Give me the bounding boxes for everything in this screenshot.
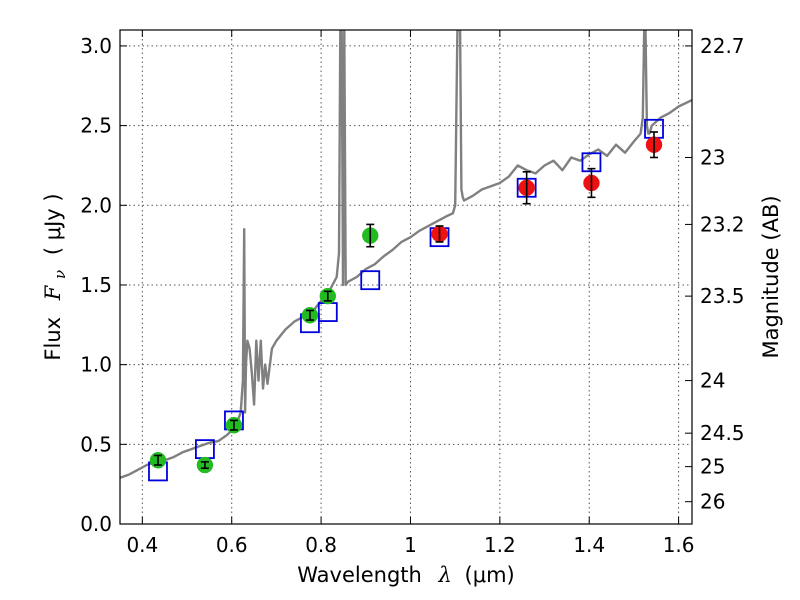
x-tick-label: 0.8: [305, 533, 337, 557]
x-tick-label: 0.4: [126, 533, 158, 557]
y-tick-label: 1.5: [80, 273, 112, 297]
y2-tick-label: 24.5: [700, 421, 745, 445]
y-axis-label-text: Flux: [41, 317, 65, 361]
plot-frame: [119, 29, 693, 525]
y-axis-nu-subscript: ν: [51, 270, 69, 279]
y2-axis-label: Magnitude (AB): [759, 195, 783, 358]
model-photometry-square: [360, 270, 381, 291]
y2-tick-label: 23: [700, 145, 725, 169]
x-tick-label: 0.6: [216, 533, 248, 557]
x-axis-unit: (μm): [465, 563, 515, 587]
y-tick-label: 0.0: [80, 512, 112, 536]
y-axis-unit: ( μJy ): [41, 193, 65, 255]
x-axis-label-text: Wavelength: [297, 563, 422, 587]
y2-tick-label: 22.7: [700, 34, 745, 58]
y2-tick-label: 23.5: [700, 284, 745, 308]
x-tick-label: 1.2: [484, 533, 516, 557]
x-axis-label: Wavelength λ (μm): [297, 563, 514, 587]
axis-ticks: 0.4 0.6 0.8 1 1.2 1.4 1.6 0.0 0.5 1.0 1.5 2.0 2.5 3.0…: [80, 30, 745, 557]
plot-content: [120, 30, 692, 482]
model-spectrum-line: [120, 30, 692, 479]
y2-tick-label: 24: [700, 369, 725, 393]
x-axis-lambda-symbol: λ: [438, 563, 452, 587]
y-tick-label: 2.0: [80, 193, 112, 217]
y-tick-label: 1.0: [80, 353, 112, 377]
y2-tick-label: 25: [700, 455, 725, 479]
y-tick-label: 3.0: [80, 34, 112, 58]
y2-tick-label: 23.2: [700, 212, 745, 236]
y2-tick-label: 26: [700, 490, 725, 514]
plot-area: [120, 30, 692, 482]
y-tick-label: 0.5: [80, 432, 112, 456]
y-axis-label: Flux F ν ( μJy ): [41, 193, 70, 360]
x-tick-label: 1: [404, 533, 417, 557]
x-tick-label: 1.4: [573, 533, 605, 557]
y-tick-label: 2.5: [80, 114, 112, 138]
y-axis-f-symbol: F: [41, 284, 65, 301]
x-tick-label: 1.6: [663, 533, 695, 557]
